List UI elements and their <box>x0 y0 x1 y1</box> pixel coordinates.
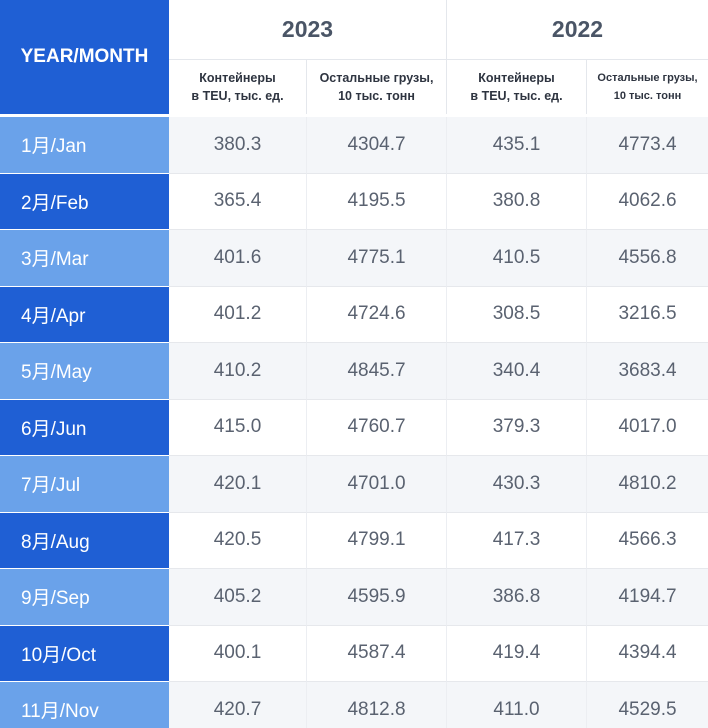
other-cargo-2023-cell: 4595.9 <box>307 569 447 626</box>
table-row: 1月/Jan 380.3 4304.7 435.1 4773.4 <box>0 117 708 174</box>
other-cargo-2022-cell: 4810.2 <box>587 456 708 513</box>
subheader-label: Остальные грузы, 10 тыс. тонн <box>597 72 698 102</box>
other-cargo-2023-cell: 4195.5 <box>307 173 447 230</box>
subheader-other-cargo-2023: Остальные грузы, 10 тыс. тонн <box>307 60 447 114</box>
subheader-containers-2023: Контейнеры в TEU, тыс. ед. <box>169 60 307 114</box>
containers-2023-cell: 410.2 <box>169 343 307 400</box>
other-cargo-2023-cell: 4724.6 <box>307 286 447 343</box>
table-row: 4月/Apr 401.2 4724.6 308.5 3216.5 <box>0 286 708 343</box>
containers-2023-cell: 405.2 <box>169 569 307 626</box>
other-cargo-2023-cell: 4799.1 <box>307 512 447 569</box>
month-cell: 10月/Oct <box>0 625 169 682</box>
containers-2022-cell: 308.5 <box>447 286 587 343</box>
subheader-containers-2022: Контейнеры в TEU, тыс. ед. <box>447 60 587 114</box>
other-cargo-2022-cell: 4062.6 <box>587 173 708 230</box>
other-cargo-2022-cell: 4529.5 <box>587 682 708 728</box>
table-row: 3月/Mar 401.6 4775.1 410.5 4556.8 <box>0 230 708 287</box>
subheader-other-cargo-2022: Остальные грузы, 10 тыс. тонн <box>587 60 708 114</box>
containers-2023-cell: 420.1 <box>169 456 307 513</box>
table-row: 8月/Aug 420.5 4799.1 417.3 4566.3 <box>0 512 708 569</box>
year-header-2022: 2022 <box>447 0 708 60</box>
month-cell: 4月/Apr <box>0 286 169 343</box>
containers-2023-cell: 400.1 <box>169 625 307 682</box>
subheader-label: Контейнеры в TEU, тыс. ед. <box>191 71 284 103</box>
other-cargo-2023-cell: 4845.7 <box>307 343 447 400</box>
containers-2023-cell: 401.2 <box>169 286 307 343</box>
table-row: 5月/May 410.2 4845.7 340.4 3683.4 <box>0 343 708 400</box>
month-cell: 11月/Nov <box>0 682 169 728</box>
year-header-2023: 2023 <box>169 0 447 60</box>
containers-2022-cell: 380.8 <box>447 173 587 230</box>
other-cargo-2023-cell: 4775.1 <box>307 230 447 287</box>
month-cell: 6月/Jun <box>0 399 169 456</box>
other-cargo-2022-cell: 3683.4 <box>587 343 708 400</box>
containers-2023-cell: 415.0 <box>169 399 307 456</box>
table-row: 7月/Jul 420.1 4701.0 430.3 4810.2 <box>0 456 708 513</box>
containers-2023-cell: 420.5 <box>169 512 307 569</box>
month-cell: 8月/Aug <box>0 512 169 569</box>
containers-2022-cell: 419.4 <box>447 625 587 682</box>
containers-2023-cell: 380.3 <box>169 117 307 174</box>
subheader-label: Остальные грузы, 10 тыс. тонн <box>319 71 434 103</box>
month-cell: 3月/Mar <box>0 230 169 287</box>
containers-2023-cell: 420.7 <box>169 682 307 728</box>
table-body: 1月/Jan 380.3 4304.7 435.1 4773.4 2月/Feb … <box>0 117 708 728</box>
containers-2023-cell: 401.6 <box>169 230 307 287</box>
other-cargo-2023-cell: 4812.8 <box>307 682 447 728</box>
table-row: 9月/Sep 405.2 4595.9 386.8 4194.7 <box>0 569 708 626</box>
containers-2022-cell: 430.3 <box>447 456 587 513</box>
month-cell: 1月/Jan <box>0 117 169 174</box>
month-cell: 5月/May <box>0 343 169 400</box>
other-cargo-2022-cell: 4194.7 <box>587 569 708 626</box>
table-row: 11月/Nov 420.7 4812.8 411.0 4529.5 <box>0 682 708 728</box>
other-cargo-2022-cell: 4017.0 <box>587 399 708 456</box>
other-cargo-2023-cell: 4760.7 <box>307 399 447 456</box>
other-cargo-2023-cell: 4304.7 <box>307 117 447 174</box>
other-cargo-2022-cell: 4394.4 <box>587 625 708 682</box>
containers-2022-cell: 417.3 <box>447 512 587 569</box>
month-cell: 2月/Feb <box>0 173 169 230</box>
containers-2022-cell: 411.0 <box>447 682 587 728</box>
containers-2022-cell: 379.3 <box>447 399 587 456</box>
other-cargo-2022-cell: 3216.5 <box>587 286 708 343</box>
containers-2022-cell: 340.4 <box>447 343 587 400</box>
table-row: 6月/Jun 415.0 4760.7 379.3 4017.0 <box>0 399 708 456</box>
other-cargo-2023-cell: 4701.0 <box>307 456 447 513</box>
subheader-label: Контейнеры в TEU, тыс. ед. <box>470 71 563 103</box>
header-divider <box>0 114 708 117</box>
other-cargo-2022-cell: 4556.8 <box>587 230 708 287</box>
table-row: 10月/Oct 400.1 4587.4 419.4 4394.4 <box>0 625 708 682</box>
other-cargo-2023-cell: 4587.4 <box>307 625 447 682</box>
table-row: 2月/Feb 365.4 4195.5 380.8 4062.6 <box>0 173 708 230</box>
other-cargo-2022-cell: 4773.4 <box>587 117 708 174</box>
month-cell: 9月/Sep <box>0 569 169 626</box>
other-cargo-2022-cell: 4566.3 <box>587 512 708 569</box>
containers-2022-cell: 386.8 <box>447 569 587 626</box>
containers-2022-cell: 410.5 <box>447 230 587 287</box>
year-month-header: YEAR/MONTH <box>0 0 169 114</box>
containers-2022-cell: 435.1 <box>447 117 587 174</box>
containers-2023-cell: 365.4 <box>169 173 307 230</box>
month-cell: 7月/Jul <box>0 456 169 513</box>
